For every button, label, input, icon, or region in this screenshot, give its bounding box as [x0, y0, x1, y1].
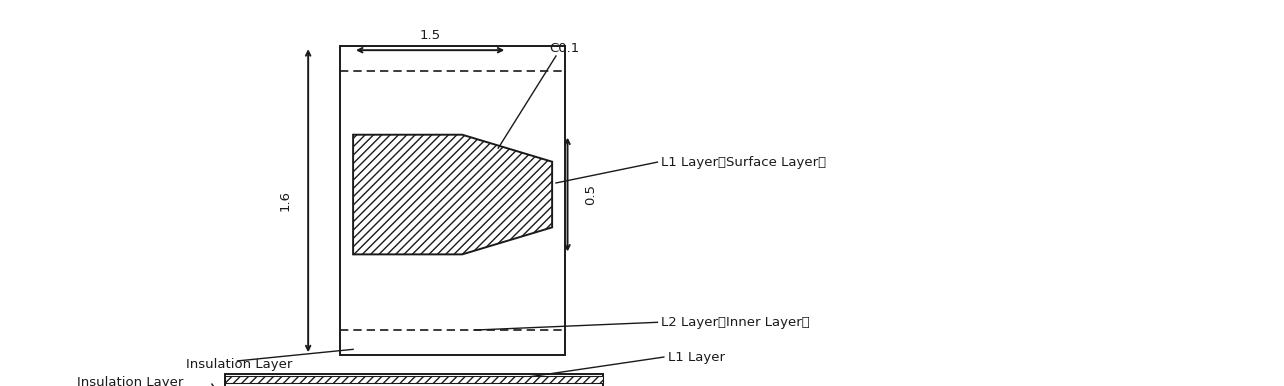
Text: 1.6: 1.6 — [279, 190, 291, 211]
Polygon shape — [353, 135, 552, 254]
Text: 1.5: 1.5 — [420, 29, 440, 42]
Text: L1 Layer（Surface Layer）: L1 Layer（Surface Layer） — [661, 156, 827, 169]
Text: C0.1: C0.1 — [550, 42, 580, 55]
Text: L2 Layer（Inner Layer）: L2 Layer（Inner Layer） — [661, 316, 810, 329]
Text: Insulation Layer: Insulation Layer — [77, 376, 184, 386]
Bar — [225, 374, 603, 386]
Bar — [340, 46, 565, 355]
Bar — [225, 376, 603, 383]
Text: 0.5: 0.5 — [584, 184, 597, 205]
Text: Insulation Layer: Insulation Layer — [186, 358, 293, 371]
Text: L1 Layer: L1 Layer — [668, 350, 724, 364]
